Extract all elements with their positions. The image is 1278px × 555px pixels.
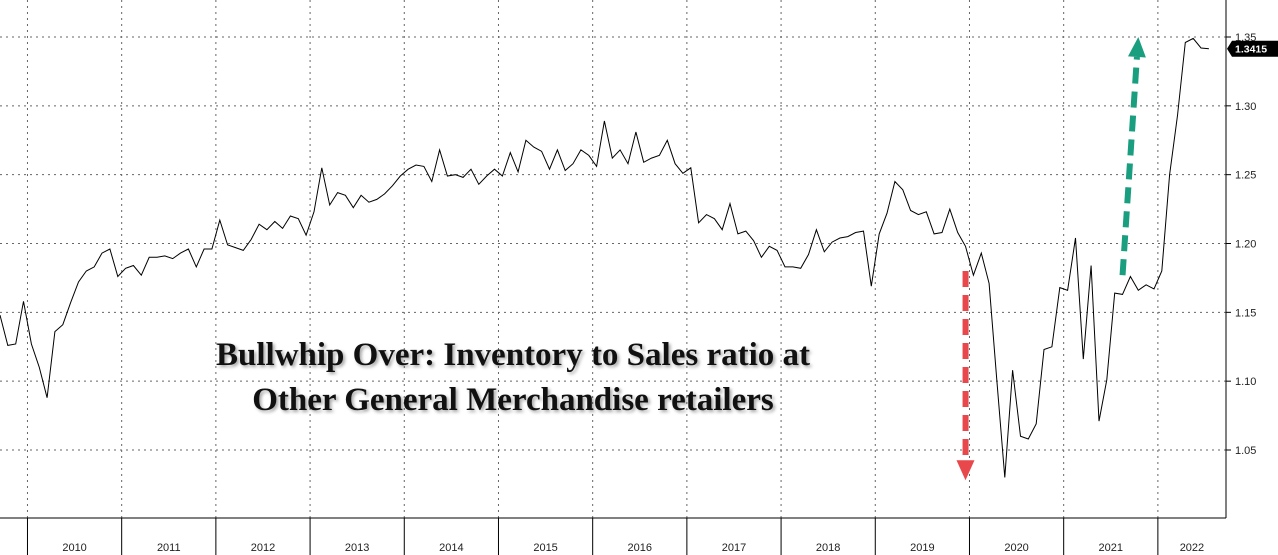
chart-title: Bullwhip Over: Inventory to Sales ratio … (216, 337, 810, 418)
annotation-arrow-head (956, 460, 975, 481)
y-tick-label: 1.15 (1235, 307, 1256, 319)
annotation-arrow-head (1128, 37, 1146, 58)
chart-title-line-2: Other General Merchandise retailers (252, 382, 774, 418)
annotation-arrows (956, 37, 1146, 481)
x-tick-label: 2014 (439, 542, 463, 554)
chart-title-line-1: Bullwhip Over: Inventory to Sales ratio … (216, 337, 810, 373)
x-tick-label: 2011 (157, 542, 181, 554)
x-tick-label: 2018 (816, 542, 840, 554)
x-tick-label: 2022 (1180, 542, 1204, 554)
x-tick-label: 2017 (722, 542, 746, 554)
last-value-tag: 1.3415 (1227, 40, 1278, 57)
x-tick-label: 2019 (910, 542, 934, 554)
x-tick-label: 2013 (345, 542, 369, 554)
series-line (0, 37, 1209, 478)
x-axis: 2010 2011 2012 2013 2014 2015 2016 2017 2018 2019… (0, 517, 1226, 555)
y-tick-label: 1.10 (1235, 376, 1256, 388)
grid (0, 0, 1226, 518)
y-tick-label: 1.05 (1235, 445, 1256, 457)
annotation-arrow-shaft (1119, 56, 1140, 276)
y-tick-label: 1.25 (1235, 170, 1256, 182)
x-tick-label: 2021 (1099, 542, 1123, 554)
x-tick-label: 2012 (251, 542, 275, 554)
y-tick-label: 1.20 (1235, 239, 1256, 251)
y-tick-label: 1.30 (1235, 101, 1256, 113)
x-tick-label: 2020 (1004, 542, 1028, 554)
x-tick-label: 2016 (628, 542, 652, 554)
last-value-label: 1.3415 (1235, 44, 1267, 56)
x-tick-label: 2015 (533, 542, 557, 554)
x-tick-label: 2010 (62, 542, 86, 554)
y-axis: 1.051.101.151.201.251.301.35 (1225, 0, 1256, 518)
